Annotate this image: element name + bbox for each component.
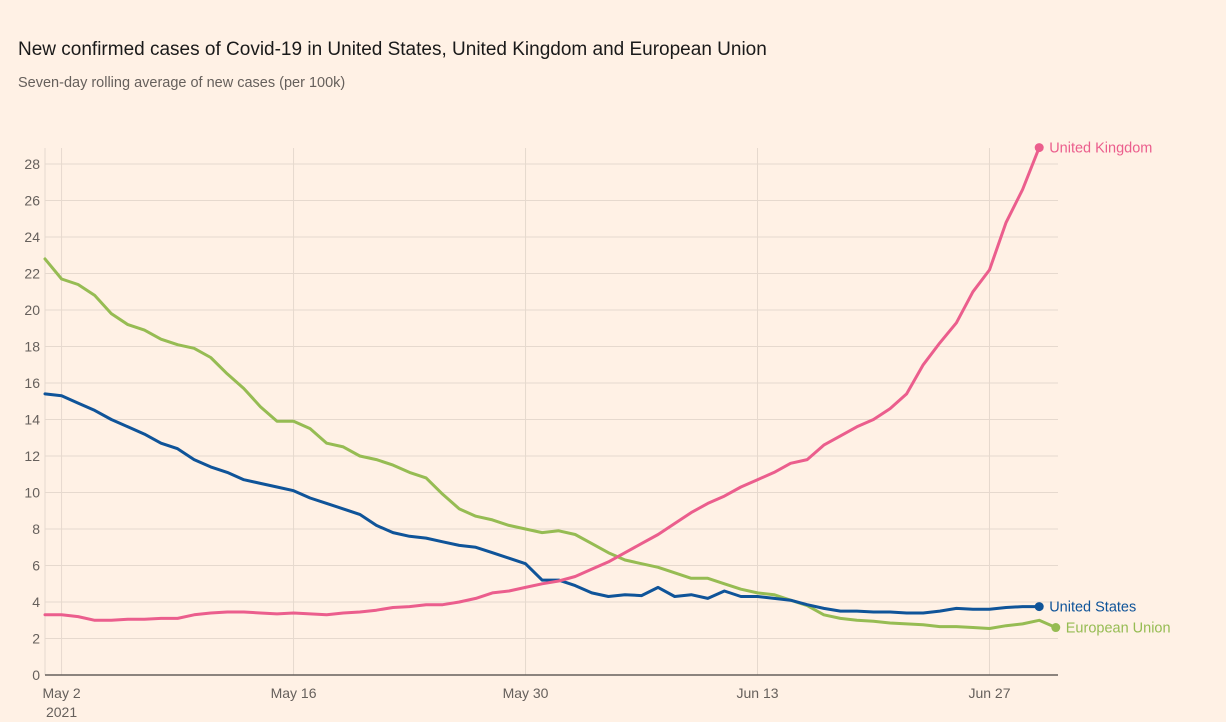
y-tick-label: 6 xyxy=(32,558,40,574)
series-label-european-union: European Union xyxy=(1066,621,1171,637)
end-marker-european-union xyxy=(1051,623,1061,633)
y-tick-label: 24 xyxy=(24,229,40,245)
y-tick-label: 20 xyxy=(24,302,40,318)
chart-subtitle: Seven-day rolling average of new cases (… xyxy=(18,75,346,91)
series-line-united-states xyxy=(43,392,1041,615)
x-gridlines xyxy=(44,148,990,675)
y-gridlines xyxy=(45,163,1058,639)
x-tick-label: May 30 xyxy=(503,685,549,701)
y-tick-label: 12 xyxy=(24,448,40,464)
y-tick-label: 22 xyxy=(24,266,40,282)
y-tick-label: 0 xyxy=(32,667,40,683)
y-tick-label: 26 xyxy=(24,193,40,209)
series-label-united-states: United States xyxy=(1049,600,1136,616)
x-tick-label: Jun 13 xyxy=(736,685,778,701)
y-tick-label: 28 xyxy=(24,156,40,172)
end-marker-united-states xyxy=(1034,602,1044,612)
x-tick-label: May 16 xyxy=(271,685,317,701)
x-tick-label: Jun 27 xyxy=(968,685,1010,701)
y-tick-label: 18 xyxy=(24,339,40,355)
series-line-european-union xyxy=(43,257,1058,630)
series-lines xyxy=(43,146,1058,630)
series-labels: European Union United States United Kingdo… xyxy=(1034,141,1171,637)
x-tick-label: May 2 xyxy=(43,685,81,701)
x-axis-ticks: May 2 2021 May 16 May 30 Jun 13 Jun 27 xyxy=(43,685,1011,720)
y-tick-label: 16 xyxy=(24,375,40,391)
y-tick-label: 10 xyxy=(24,485,40,501)
series-label-united-kingdom: United Kingdom xyxy=(1049,141,1152,157)
y-tick-label: 4 xyxy=(32,594,40,610)
y-tick-label: 2 xyxy=(32,631,40,647)
y-tick-label: 14 xyxy=(24,412,40,428)
chart-title: New confirmed cases of Covid-19 in Unite… xyxy=(18,39,767,60)
y-tick-label: 8 xyxy=(32,521,40,537)
x-tick-sublabel: 2021 xyxy=(46,704,77,720)
end-marker-united-kingdom xyxy=(1034,143,1044,153)
series-line-united-kingdom xyxy=(43,146,1041,622)
